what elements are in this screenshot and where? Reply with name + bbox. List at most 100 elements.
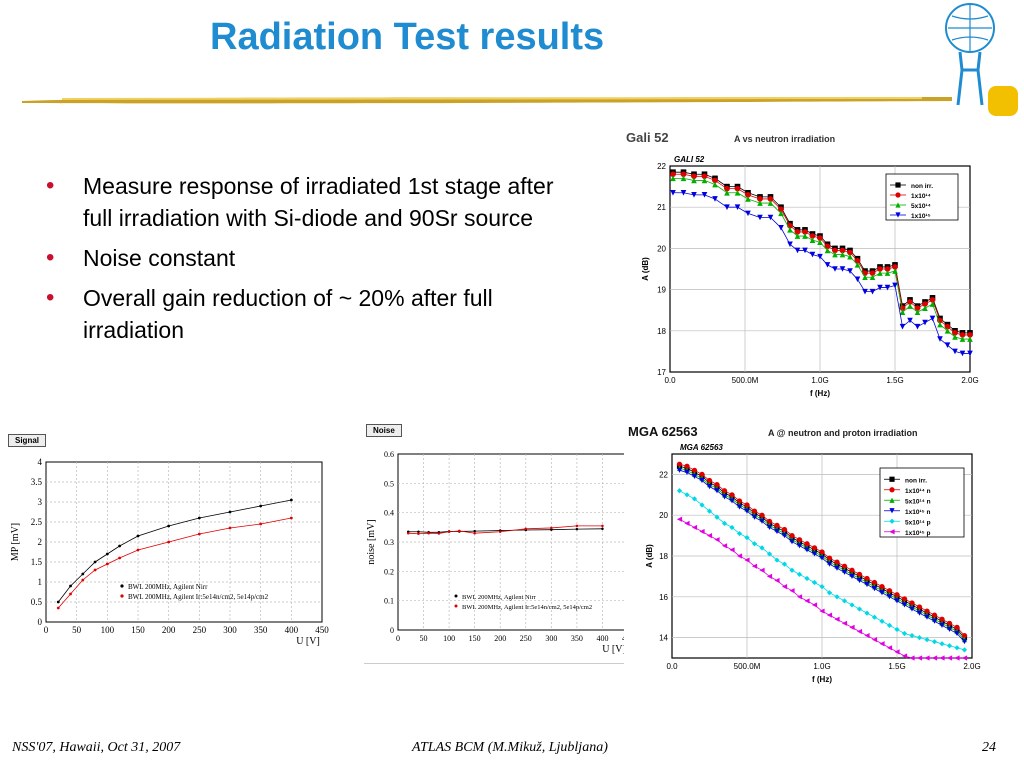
data-point xyxy=(847,249,853,256)
data-point xyxy=(724,189,730,196)
data-point xyxy=(929,315,936,322)
chart-signal-tag: Signal xyxy=(8,434,47,447)
y-tick-label: 20 xyxy=(659,511,668,520)
data-point xyxy=(759,512,765,518)
data-point xyxy=(766,524,773,531)
data-point xyxy=(701,177,708,184)
data-point xyxy=(670,171,676,178)
data-point xyxy=(869,274,876,281)
data-point xyxy=(751,508,758,514)
data-point xyxy=(745,192,751,198)
y-tick-label: 3.5 xyxy=(31,477,43,487)
data-point xyxy=(699,477,705,484)
data-point xyxy=(744,502,750,508)
series-line xyxy=(57,517,292,609)
data-point xyxy=(841,563,848,569)
data-point xyxy=(954,645,960,651)
legend-label: 1x10¹⁴ n xyxy=(905,488,931,495)
data-point xyxy=(916,655,923,661)
data-point xyxy=(804,575,810,582)
data-point xyxy=(895,202,901,208)
data-point xyxy=(914,305,921,311)
data-point xyxy=(832,251,838,258)
data-point xyxy=(839,251,846,258)
data-point xyxy=(676,516,683,522)
data-point xyxy=(841,569,848,575)
y-tick-label: 0.2 xyxy=(384,567,394,576)
x-tick-label: 1.5G xyxy=(886,376,903,385)
data-point xyxy=(197,532,201,536)
chart-gali52: Gali 52 A vs neutron irradiation GALI 52 0.… xyxy=(618,126,980,404)
data-point xyxy=(967,350,973,357)
data-point xyxy=(712,181,718,188)
data-point xyxy=(228,510,232,514)
data-point xyxy=(811,551,818,557)
data-point xyxy=(721,488,728,494)
data-point xyxy=(834,559,840,565)
data-point xyxy=(847,253,853,260)
x-tick-label: 0.0 xyxy=(666,662,678,671)
data-point xyxy=(767,214,774,221)
data-point xyxy=(458,529,461,533)
data-point xyxy=(909,600,915,606)
data-point xyxy=(676,467,683,473)
data-point xyxy=(767,200,774,206)
data-point xyxy=(901,596,908,602)
chart-header: Gali 52 xyxy=(626,130,669,145)
x-tick-label: 450 xyxy=(315,625,329,635)
data-point xyxy=(864,632,870,639)
data-point xyxy=(871,614,878,620)
data-point xyxy=(839,247,846,254)
data-point xyxy=(931,618,938,624)
chart-inner-title: GALI 52 xyxy=(674,155,705,164)
data-point xyxy=(959,350,966,357)
data-point xyxy=(952,348,958,355)
y-tick-label: 2.5 xyxy=(31,517,43,527)
data-point xyxy=(781,533,788,539)
chart-noise: 05010015020025030035040045000.10.20.30.4… xyxy=(364,424,634,664)
data-point xyxy=(228,526,232,530)
data-point xyxy=(841,620,848,626)
y-tick-label: 18 xyxy=(659,552,668,561)
data-point xyxy=(714,514,720,520)
x-tick-label: 150 xyxy=(469,634,481,643)
data-point xyxy=(706,508,713,514)
data-point xyxy=(774,577,780,584)
x-tick-label: 0 xyxy=(44,625,49,635)
data-point xyxy=(680,189,687,196)
data-point xyxy=(69,584,72,588)
data-point xyxy=(136,534,140,538)
data-point xyxy=(406,531,410,535)
data-point xyxy=(871,579,878,586)
data-point xyxy=(959,336,966,342)
bullet-dot-icon: • xyxy=(46,284,55,311)
data-point xyxy=(680,175,687,182)
series-line xyxy=(408,528,603,533)
data-point xyxy=(869,270,876,276)
x-tick-label: 250 xyxy=(193,625,207,635)
data-point xyxy=(826,612,833,618)
data-point xyxy=(817,253,823,260)
chart-noise-svg: 05010015020025030035040045000.10.20.30.4… xyxy=(366,450,634,655)
data-point xyxy=(794,229,801,235)
data-point xyxy=(939,641,945,647)
data-point xyxy=(751,514,758,520)
data-point xyxy=(789,588,795,594)
data-point xyxy=(56,600,60,604)
data-point xyxy=(714,488,720,494)
data-point xyxy=(856,577,863,584)
data-point xyxy=(961,639,968,645)
data-point xyxy=(804,547,810,553)
data-point xyxy=(889,497,895,503)
data-point xyxy=(759,567,765,573)
x-tick-label: 1.0G xyxy=(813,662,830,671)
data-point xyxy=(774,528,780,535)
y-tick-label: 21 xyxy=(657,203,666,212)
y-tick-label: 22 xyxy=(657,162,666,171)
chart-title: A vs neutron irradiation xyxy=(734,134,835,144)
x-tick-label: 1.0G xyxy=(811,376,828,385)
legend-marker xyxy=(120,594,124,598)
data-point xyxy=(847,268,853,274)
data-point xyxy=(575,524,579,528)
data-point xyxy=(774,522,780,528)
